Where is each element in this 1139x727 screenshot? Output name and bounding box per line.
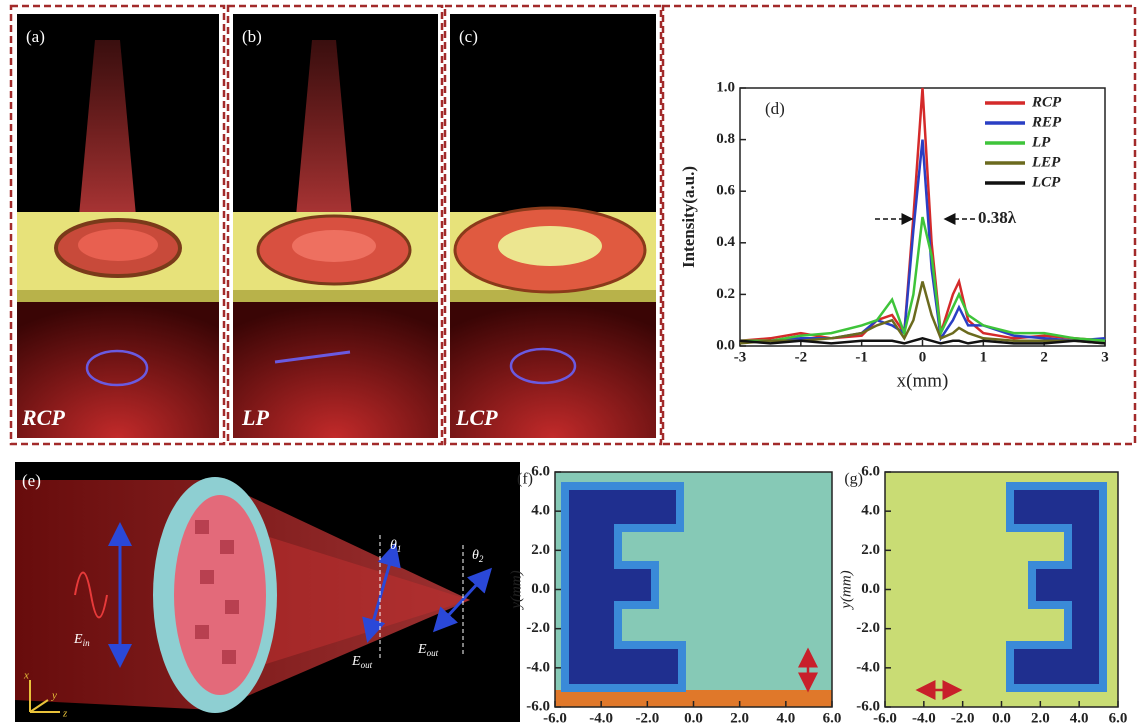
y-axis-label: y(mm): [838, 570, 854, 610]
figure: (a) RCP (b) LP (c) LCP (e) Ein Eout Eout…: [0, 0, 1139, 727]
x-axis-label: x(mm): [897, 370, 949, 391]
y-tick-label: 2.0: [531, 542, 550, 558]
panel-label: (c): [459, 27, 478, 46]
panel-b: (b) LP: [233, 14, 438, 438]
heatmap-g-image: [885, 472, 1118, 707]
y-tick-label: 4.0: [531, 503, 550, 519]
x-tick-label: -3: [734, 349, 747, 365]
x-tick-label: 3: [1101, 349, 1109, 365]
panel-label: (e): [22, 471, 41, 490]
axis-name: y: [51, 690, 57, 702]
axis-name: x: [23, 670, 29, 682]
legend-label: REP: [1031, 114, 1062, 130]
e-out-base: E: [351, 654, 361, 669]
y-tick-label: 2.0: [861, 542, 880, 558]
x-tick-label: -4.0: [589, 710, 613, 726]
panel-label: (a): [26, 27, 45, 46]
e-in-sub: in: [83, 638, 91, 648]
x-tick-label: 4.0: [776, 710, 795, 726]
e-out-sub: out: [427, 648, 439, 658]
x-tick-label: 0.0: [992, 710, 1011, 726]
e-out-base: E: [417, 642, 427, 657]
x-tick-label: 6.0: [823, 710, 842, 726]
x-tick-label: -2.0: [635, 710, 659, 726]
x-tick-label: 4.0: [1070, 710, 1089, 726]
e-out-sub: out: [361, 660, 373, 670]
x-tick-label: -2: [795, 349, 808, 365]
caption: RCP: [21, 405, 65, 430]
theta-sub: 1: [397, 544, 402, 554]
x-tick-label: -4.0: [912, 710, 936, 726]
y-axis-label: y(mm): [508, 570, 524, 610]
y-tick-label: -2.0: [856, 620, 880, 636]
y-tick-label: 0.8: [716, 131, 735, 147]
y-tick-label: 0.0: [861, 581, 880, 597]
y-tick-label: 0.6: [716, 183, 735, 199]
x-tick-label: 0.0: [684, 710, 703, 726]
panel-label: (g): [844, 471, 863, 488]
x-tick-label: 6.0: [1109, 710, 1128, 726]
caption: LP: [241, 405, 269, 430]
heatmap-f-image: [555, 472, 832, 707]
y-tick-label: 0.0: [716, 337, 735, 353]
y-tick-label: 0.2: [716, 286, 735, 302]
legend-label: LCP: [1031, 174, 1061, 190]
x-tick-label: 2.0: [1031, 710, 1050, 726]
y-tick-label: -6.0: [856, 698, 880, 714]
legend-label: RCP: [1031, 94, 1062, 110]
theta-sub: 2: [479, 554, 484, 564]
x-tick-label: 0: [919, 349, 927, 365]
y-tick-label: 0.4: [716, 234, 735, 250]
y-tick-label: -2.0: [526, 620, 550, 636]
annotation: 0.38λ: [978, 208, 1017, 227]
panel-c: (c) LCP: [450, 14, 656, 438]
legend-label: LP: [1031, 134, 1051, 150]
x-tick-label: -1: [855, 349, 868, 365]
panel-a: (a) RCP: [17, 14, 219, 438]
axis-name: z: [62, 708, 68, 720]
y-tick-label: 0.0: [531, 581, 550, 597]
panel-label: (b): [242, 27, 262, 46]
y-axis-label: Intensity(a.u.): [679, 166, 698, 268]
x-tick-label: 1: [980, 349, 988, 365]
y-tick-label: 6.0: [531, 463, 550, 479]
y-tick-label: -6.0: [526, 698, 550, 714]
y-tick-label: -4.0: [526, 659, 550, 675]
e-in-base: E: [73, 632, 83, 647]
panel-label: (d): [765, 99, 785, 118]
x-tick-label: 2.0: [730, 710, 749, 726]
panel-label: (f): [517, 471, 533, 488]
y-tick-label: 6.0: [861, 463, 880, 479]
panel-e: (e) Ein Eout Eout θ1 θ2 x y z: [15, 462, 520, 722]
series-line: [740, 217, 1105, 341]
y-tick-label: -4.0: [856, 659, 880, 675]
caption: LCP: [455, 405, 498, 430]
y-tick-label: 4.0: [861, 503, 880, 519]
y-tick-label: 1.0: [716, 79, 735, 95]
x-tick-label: 2: [1040, 349, 1048, 365]
x-tick-label: -2.0: [951, 710, 975, 726]
legend-label: LEP: [1031, 154, 1061, 170]
